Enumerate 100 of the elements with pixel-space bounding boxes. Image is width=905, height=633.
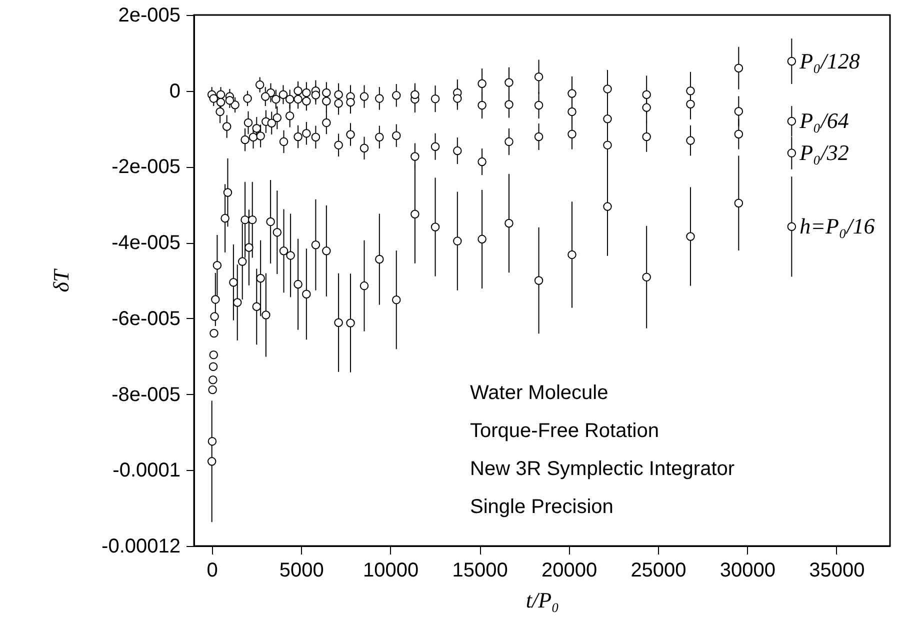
point [410,152,420,161]
point [534,100,544,110]
point [248,132,258,142]
point [346,98,355,107]
point [504,218,514,228]
y-tick-label: 0 [169,80,180,102]
point [267,118,276,128]
point [278,90,288,100]
x-tick-label: 20000 [541,560,598,582]
point [244,243,254,252]
point [220,214,230,223]
point [240,135,250,144]
point [256,132,265,140]
point [478,79,486,88]
annotation: Torque-Free Rotation [470,420,659,442]
point [238,257,247,266]
point [346,318,355,328]
point [208,362,218,371]
point [534,276,544,285]
point [686,232,695,241]
point [311,132,320,142]
point [346,130,355,139]
point [210,312,219,321]
y-axis-title: δT [48,268,74,292]
point [375,94,384,103]
point [453,94,462,103]
point [294,132,302,142]
point [734,198,744,208]
point [279,246,288,256]
point [222,122,232,131]
point [272,113,282,122]
point [504,100,514,109]
point [266,217,275,226]
point [322,118,331,128]
point [223,188,232,197]
point [392,91,401,100]
y-tick-label: -4e-005 [112,232,180,254]
point [232,298,242,307]
point [286,251,295,260]
point [568,89,576,98]
point [686,136,695,145]
y-tick-label: -0.00012 [102,536,180,558]
point [294,94,302,104]
y-tick-label: -0.0001 [112,460,180,482]
point [534,72,544,82]
point [430,222,440,232]
point [225,96,234,105]
point [243,94,252,103]
point [360,92,369,101]
point [603,202,612,211]
point [322,96,331,106]
y-tick-label: -8e-005 [112,384,180,406]
series-label: P₀/128 [798,48,860,74]
point [478,234,486,244]
point [603,84,612,94]
point [334,99,343,108]
point [279,137,288,146]
point [534,132,544,142]
point [229,278,238,287]
point [322,246,331,256]
point [322,88,331,98]
point [334,90,343,100]
point [478,100,486,110]
x-axis-title: t/P₀ [526,588,560,612]
point [410,90,420,100]
x-tick-label: 15000 [452,560,508,582]
point [302,96,311,106]
point [686,86,695,96]
point [244,118,253,128]
point [272,228,282,237]
y-tick-label: -2e-005 [112,156,180,178]
point [285,112,294,120]
point [410,210,420,218]
point [209,94,218,103]
point [787,116,796,126]
point [787,56,796,66]
point [360,144,369,152]
point [294,86,302,96]
point [453,146,462,156]
point [261,92,270,101]
point [686,100,695,108]
series-label: P₀/32 [798,140,849,166]
point [262,310,270,320]
point [311,240,320,250]
point [208,385,217,394]
point [211,295,220,304]
y-tick-label: 2e-005 [118,4,180,26]
point [504,78,514,87]
x-tick-label: 0 [206,560,218,582]
y-tick-label: -6e-005 [112,308,180,330]
point [207,457,216,466]
point [216,107,224,116]
point [360,281,369,290]
point [334,140,343,150]
x-tick-label: 10000 [362,560,419,582]
point [787,222,796,232]
point [252,124,262,133]
point [294,280,302,289]
point [240,215,250,224]
point [568,107,576,116]
